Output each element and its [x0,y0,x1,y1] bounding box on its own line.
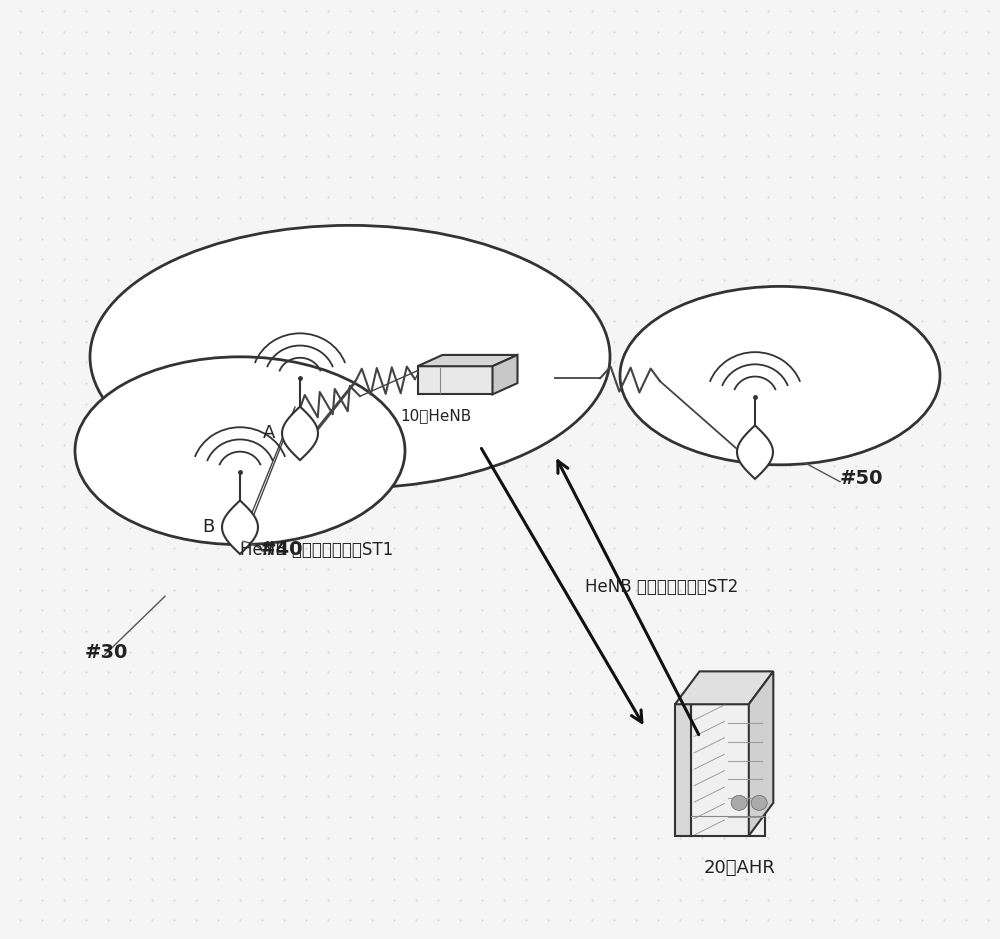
Polygon shape [749,671,773,836]
Text: 20：AHR: 20：AHR [704,859,776,877]
Circle shape [731,795,747,810]
Polygon shape [691,704,765,836]
Text: #40: #40 [260,540,304,559]
Text: HeNB 位置注册消息：ST1: HeNB 位置注册消息：ST1 [240,541,393,559]
Text: A: A [263,424,275,442]
Ellipse shape [620,286,940,465]
Polygon shape [675,671,773,704]
Polygon shape [418,366,492,394]
Ellipse shape [75,357,405,545]
Polygon shape [282,407,318,460]
Polygon shape [222,500,258,554]
Circle shape [751,795,767,810]
Polygon shape [675,704,691,836]
Text: 10：HeNB: 10：HeNB [400,408,471,423]
Text: #50: #50 [840,470,884,488]
Polygon shape [418,355,518,366]
Ellipse shape [90,225,610,488]
Text: #30: #30 [85,643,128,662]
Polygon shape [492,355,518,394]
Text: HeNB 位置响应消息：ST2: HeNB 位置响应消息：ST2 [585,578,738,596]
Text: B: B [203,518,215,536]
Polygon shape [737,425,773,479]
